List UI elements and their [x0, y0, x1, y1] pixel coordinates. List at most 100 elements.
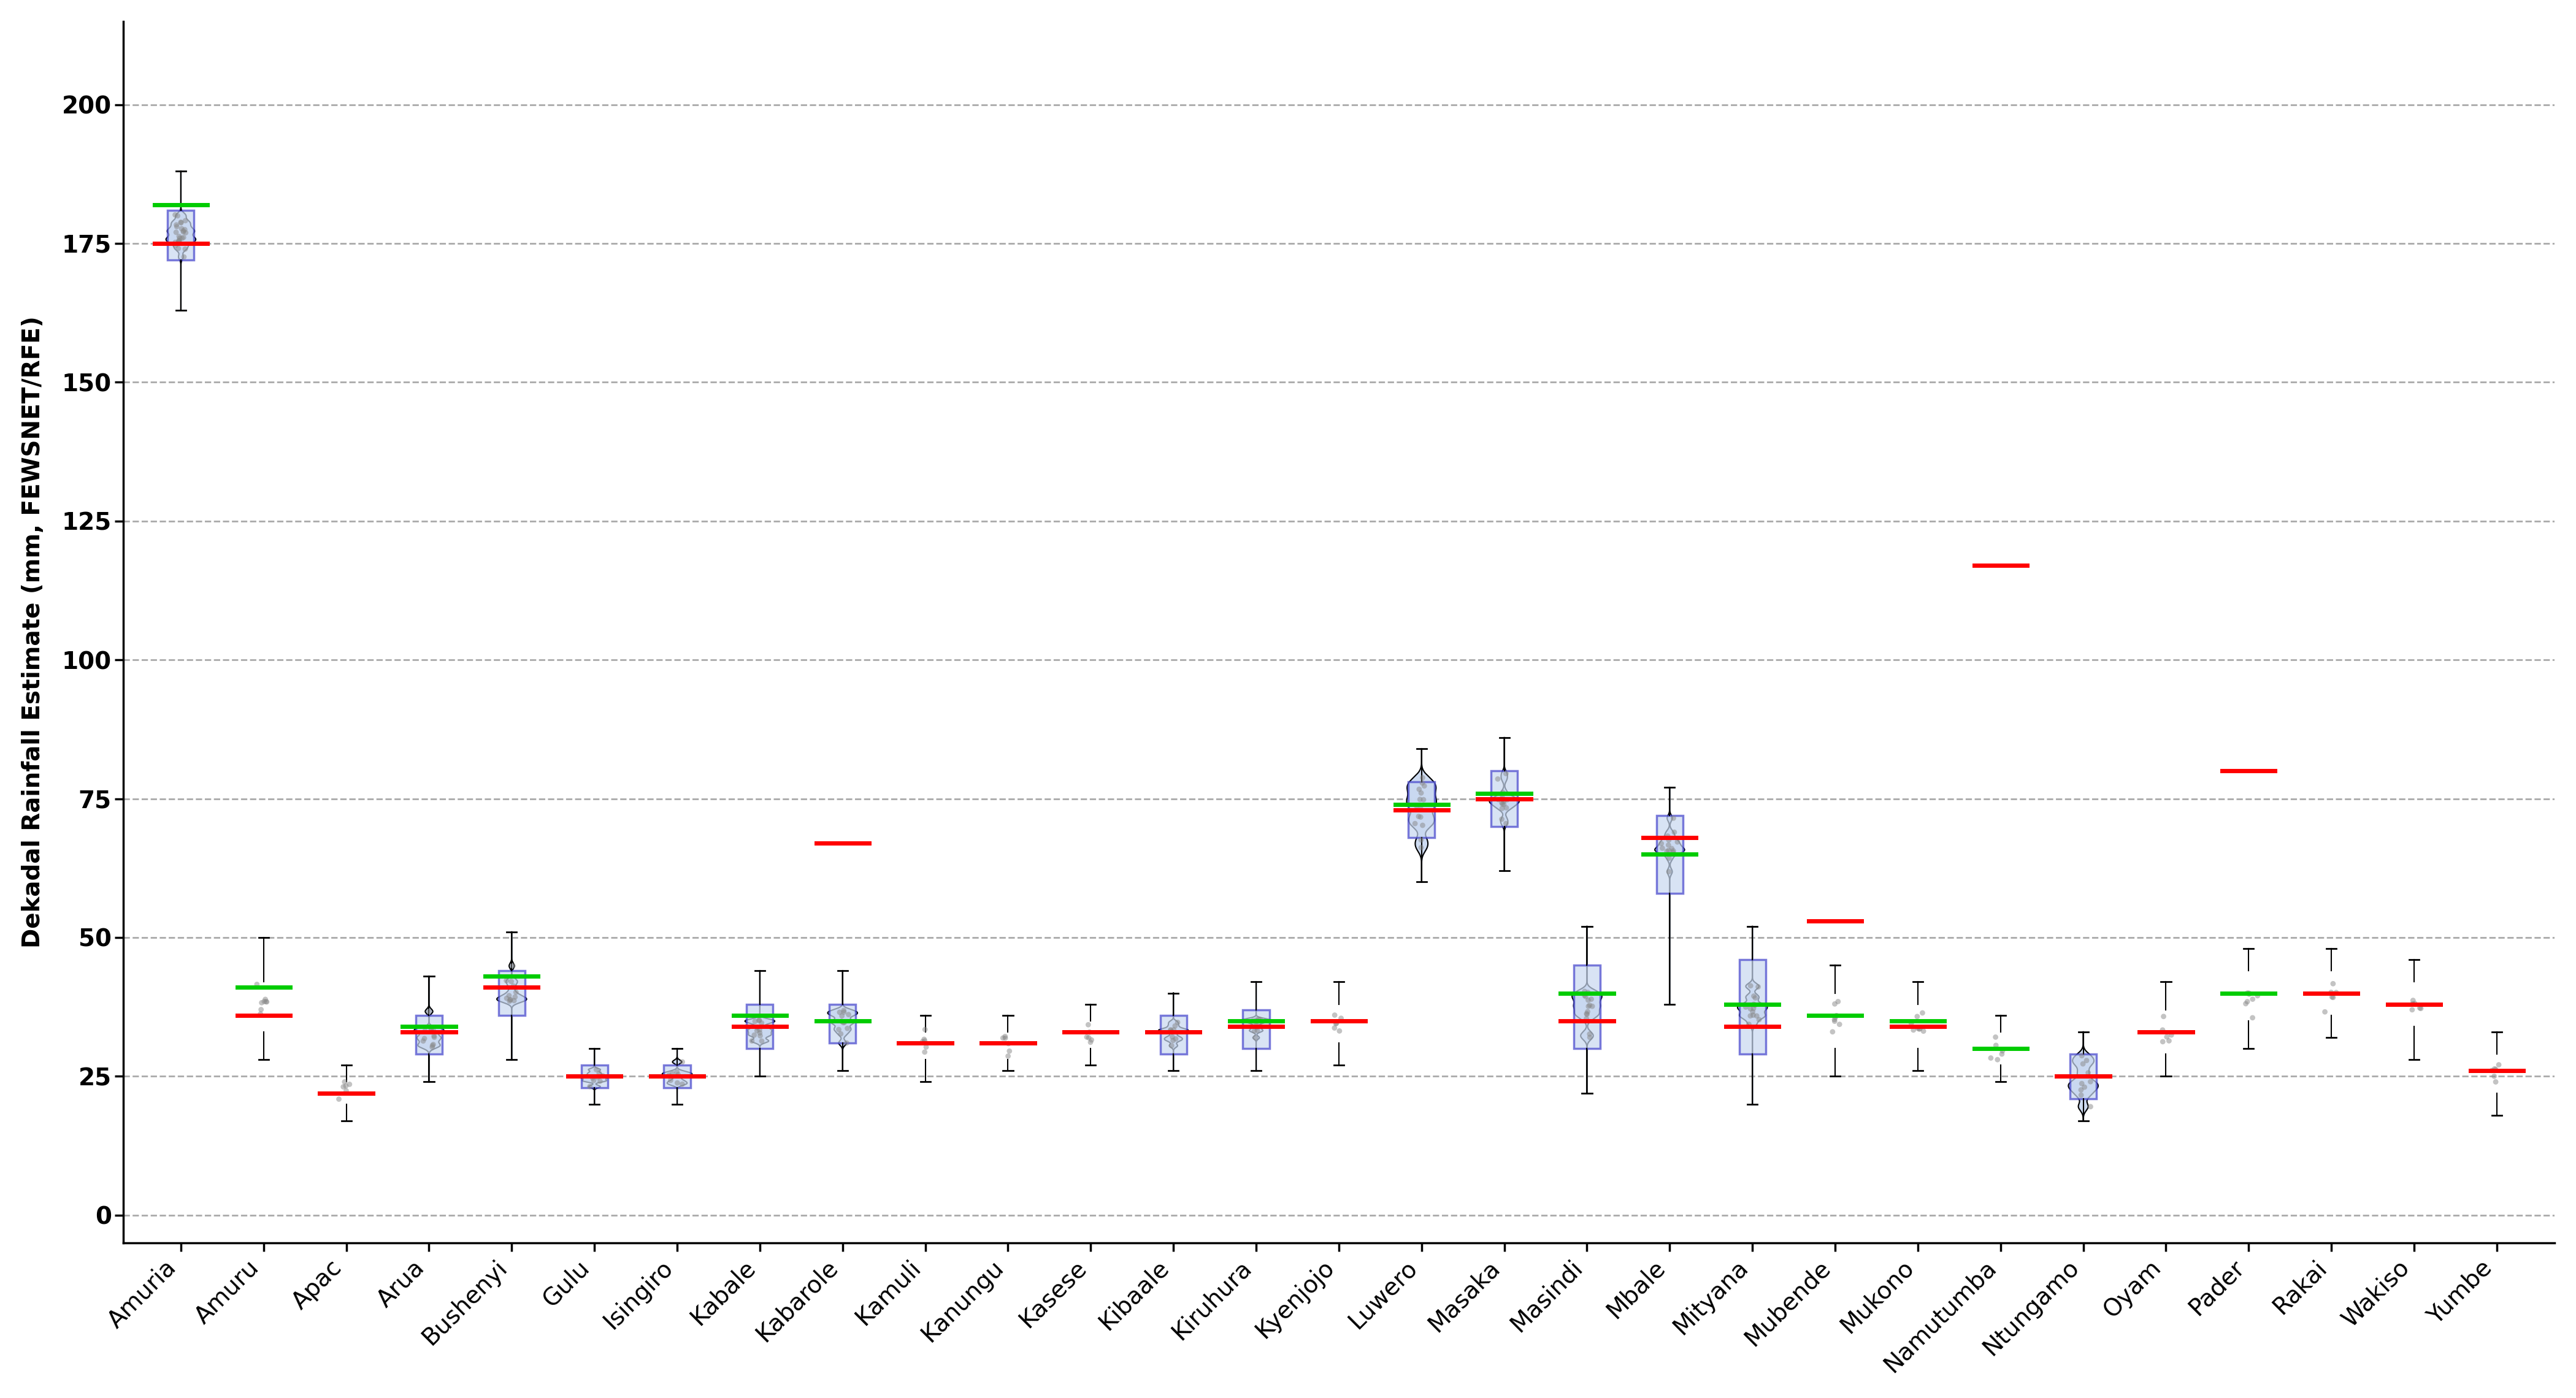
- Point: [1316, 1012, 1358, 1035]
- Bar: [829, 1004, 855, 1043]
- Point: [2143, 1005, 2184, 1028]
- Point: [1236, 1016, 1278, 1039]
- Point: [2316, 981, 2357, 1004]
- Point: [1564, 984, 1605, 1007]
- Point: [2311, 981, 2352, 1004]
- Point: [492, 974, 533, 997]
- Point: [1486, 788, 1528, 811]
- Point: [827, 1004, 868, 1026]
- Point: [330, 1074, 371, 1096]
- Point: [495, 981, 536, 1004]
- Bar: [1492, 770, 1517, 826]
- Point: [1069, 1021, 1110, 1043]
- Point: [1731, 998, 1772, 1021]
- Point: [1069, 1032, 1110, 1054]
- Point: [1736, 1005, 1777, 1028]
- Point: [2226, 981, 2267, 1004]
- Point: [1819, 1014, 1860, 1036]
- Point: [2313, 973, 2354, 995]
- Point: [247, 991, 289, 1014]
- Point: [165, 238, 206, 260]
- Point: [2473, 1058, 2514, 1081]
- Point: [155, 204, 196, 226]
- Point: [1649, 839, 1690, 861]
- Point: [1236, 1011, 1278, 1033]
- Point: [580, 1069, 621, 1092]
- Point: [157, 204, 198, 226]
- Point: [155, 214, 196, 236]
- Point: [742, 1012, 783, 1035]
- Point: [1481, 793, 1522, 815]
- Point: [2398, 997, 2439, 1019]
- Point: [1569, 994, 1610, 1016]
- Point: [412, 1035, 453, 1057]
- Point: [245, 990, 286, 1012]
- Point: [984, 1025, 1025, 1047]
- Point: [652, 1062, 693, 1085]
- Point: [1486, 762, 1528, 784]
- Point: [245, 988, 286, 1011]
- Bar: [415, 1015, 443, 1054]
- Point: [412, 1033, 453, 1055]
- Point: [155, 221, 196, 243]
- Point: [1236, 1012, 1278, 1035]
- Point: [2401, 997, 2442, 1019]
- Point: [1646, 825, 1687, 847]
- Y-axis label: Dekadal Rainfall Estimate (mm, FEWSNET/RFE): Dekadal Rainfall Estimate (mm, FEWSNET/R…: [21, 316, 44, 948]
- Point: [1066, 1014, 1108, 1036]
- Point: [1566, 1001, 1607, 1023]
- Point: [1234, 1026, 1275, 1048]
- Point: [1399, 805, 1440, 828]
- Point: [2476, 1071, 2517, 1093]
- Point: [242, 991, 283, 1014]
- Point: [1904, 1021, 1945, 1043]
- Point: [162, 219, 204, 242]
- Point: [495, 990, 536, 1012]
- Point: [2069, 1061, 2110, 1083]
- Point: [1899, 1018, 1940, 1040]
- Point: [489, 990, 531, 1012]
- Point: [1734, 986, 1775, 1008]
- Point: [487, 987, 528, 1009]
- Bar: [2071, 1054, 2097, 1099]
- Point: [1321, 1007, 1363, 1029]
- Point: [155, 235, 196, 257]
- Point: [2473, 1065, 2514, 1088]
- Point: [739, 1019, 781, 1042]
- Point: [1734, 997, 1775, 1019]
- Point: [1401, 836, 1443, 858]
- Point: [240, 998, 281, 1021]
- Point: [2143, 1030, 2184, 1053]
- Point: [1734, 987, 1775, 1009]
- Point: [1731, 1001, 1772, 1023]
- Point: [734, 1023, 775, 1046]
- Point: [1891, 1012, 1932, 1035]
- Point: [1072, 1029, 1113, 1051]
- Point: [1893, 1019, 1935, 1042]
- Point: [1401, 814, 1443, 836]
- Point: [157, 231, 198, 253]
- Bar: [167, 210, 193, 260]
- Point: [819, 1001, 860, 1023]
- Bar: [1739, 959, 1765, 1054]
- Point: [1656, 830, 1698, 853]
- Point: [1814, 1007, 1855, 1029]
- Point: [404, 1028, 446, 1050]
- Point: [819, 1023, 860, 1046]
- Point: [1239, 1008, 1280, 1030]
- Point: [492, 955, 533, 977]
- Point: [1726, 995, 1767, 1018]
- Point: [1157, 1011, 1198, 1033]
- Point: [1404, 788, 1445, 811]
- Point: [407, 1000, 448, 1022]
- Point: [1739, 1008, 1780, 1030]
- Bar: [747, 1004, 773, 1048]
- Bar: [1159, 1015, 1188, 1054]
- Point: [2470, 1060, 2512, 1082]
- Point: [160, 229, 201, 252]
- Point: [1234, 1019, 1275, 1042]
- Point: [737, 1016, 778, 1039]
- Point: [162, 246, 204, 268]
- Point: [824, 1011, 866, 1033]
- Point: [155, 231, 196, 253]
